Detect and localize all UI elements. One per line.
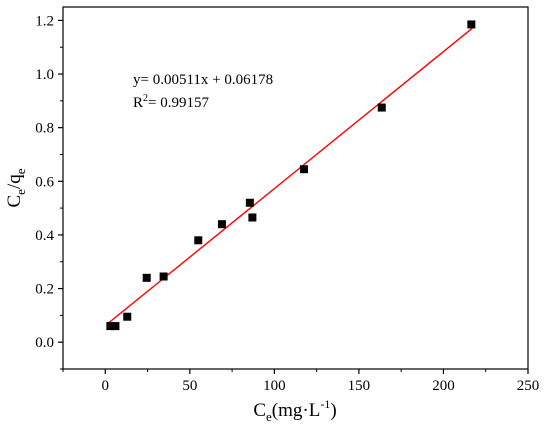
- x-axis-title-sup: -1: [320, 397, 330, 411]
- data-point: [111, 322, 120, 331]
- data-point: [106, 322, 115, 331]
- data-point: [248, 213, 257, 222]
- y-axis-title-main: C: [4, 195, 25, 208]
- y-tick-label: 1.2: [35, 13, 54, 29]
- data-point: [142, 273, 151, 282]
- r-squared-value: = 0.99157: [148, 95, 209, 111]
- x-tick-label: 200: [432, 378, 455, 394]
- data-point: [123, 312, 132, 321]
- data-point: [217, 220, 226, 229]
- y-tick-label: 0.2: [35, 282, 54, 298]
- x-axis-title-end: ): [330, 400, 336, 421]
- y-tick-label: 1.0: [35, 67, 54, 83]
- x-axis-title-main: C: [253, 400, 266, 421]
- y-tick-label: 0.6: [35, 174, 54, 190]
- x-axis-title-sub: e: [266, 409, 272, 424]
- x-axis-ticks: 0 50 100 150 200 250: [62, 369, 540, 394]
- x-tick-label: 150: [348, 378, 371, 394]
- r-squared: R2= 0.99157: [133, 93, 209, 111]
- data-point: [159, 272, 168, 281]
- r-squared-prefix: R: [133, 95, 143, 111]
- plot-frame: [62, 6, 529, 370]
- data-point: [194, 236, 203, 245]
- data-point: [467, 20, 476, 29]
- x-axis-title: Ce(mg·L-1): [253, 397, 336, 424]
- x-tick-label: 0: [102, 378, 110, 394]
- y-axis-title: Ce/qe: [4, 168, 28, 207]
- y-axis-title-sub2: e: [13, 168, 28, 174]
- y-tick-label: 0.8: [35, 121, 54, 137]
- y-tick-label: 0.0: [35, 335, 54, 351]
- y-tick-label: 0.4: [35, 228, 54, 244]
- data-point: [245, 198, 254, 207]
- x-tick-label: 50: [182, 378, 197, 394]
- data-point: [377, 103, 386, 112]
- x-axis-title-rest: (mg·L: [272, 400, 321, 421]
- fit-equation: y= 0.00511x + 0.06178: [133, 72, 273, 88]
- y-axis-ticks: 0.0 0.2 0.4 0.6 0.8 1.0 1.2: [35, 13, 63, 370]
- fit-line: [108, 27, 473, 324]
- x-tick-label: 250: [517, 378, 540, 394]
- y-axis-title-mid: /q: [4, 174, 25, 189]
- y-axis-title-sub1: e: [13, 189, 28, 195]
- x-tick-label: 100: [263, 378, 286, 394]
- r-squared-sup: 2: [143, 93, 148, 104]
- data-point: [299, 165, 308, 174]
- data-points: [106, 20, 476, 331]
